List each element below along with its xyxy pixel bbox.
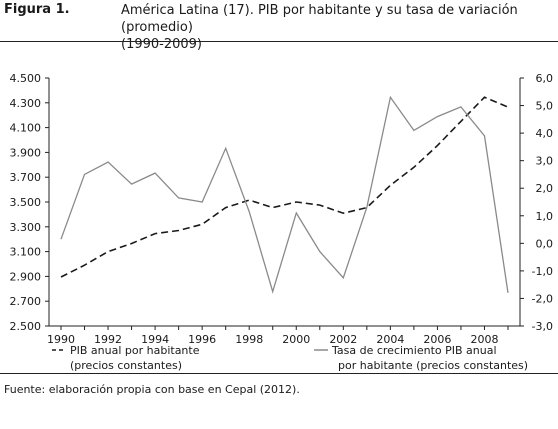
y-left-tick-label: 3.700 bbox=[10, 171, 42, 184]
y-right-tick-label: -1,0 bbox=[532, 265, 553, 278]
x-tick-label: 1994 bbox=[141, 333, 169, 346]
y-right-tick-label: -2,0 bbox=[532, 292, 553, 305]
y-left-tick-label: 3.900 bbox=[10, 146, 42, 159]
y-right-tick-label: 6,0 bbox=[536, 72, 554, 85]
y-left-tick-label: 4.100 bbox=[10, 122, 42, 135]
y-left-tick-label: 3.500 bbox=[10, 196, 42, 209]
legend-label-line-2: (precios constantes) bbox=[70, 359, 182, 372]
x-tick-label: 1990 bbox=[47, 333, 75, 346]
y-right-tick-label: 2,0 bbox=[536, 182, 554, 195]
x-tick-label: 2008 bbox=[470, 333, 498, 346]
x-tick-label: 2002 bbox=[329, 333, 357, 346]
y-left-tick-label: 2.900 bbox=[10, 270, 42, 283]
y-left-tick-label: 4.300 bbox=[10, 97, 42, 110]
figure-title-line-1: América Latina (17). PIB por habitante y… bbox=[121, 3, 518, 35]
bottom-rule bbox=[0, 373, 558, 374]
figure-label: Figura 1. bbox=[4, 2, 70, 17]
series-line-pib bbox=[60, 96, 509, 278]
series-line-tasa bbox=[60, 95, 509, 294]
y-right-tick-label: 4,0 bbox=[536, 127, 554, 140]
legend-label-line-2: por habitante (precios constantes) bbox=[338, 359, 528, 372]
x-tick-label: 2000 bbox=[282, 333, 310, 346]
legend-label: Tasa de crecimiento PIB anual bbox=[331, 344, 497, 357]
y-right-tick-label: 3,0 bbox=[536, 155, 554, 168]
y-left-tick-label: 2.700 bbox=[10, 295, 42, 308]
y-left-tick-label: 4.500 bbox=[10, 72, 42, 85]
x-tick-label: 1998 bbox=[235, 333, 263, 346]
y-right-tick-label: -3,0 bbox=[532, 320, 553, 333]
y-left-tick-label: 3.300 bbox=[10, 221, 42, 234]
source-note: Fuente: elaboración propia con base en C… bbox=[4, 383, 300, 396]
y-right-tick-label: 0,0 bbox=[536, 237, 554, 250]
y-right-tick-label: 1,0 bbox=[536, 210, 554, 223]
figure-title-line-2: (1990-2009) bbox=[121, 37, 203, 52]
top-rule bbox=[0, 41, 558, 42]
x-tick-label: 1992 bbox=[94, 333, 122, 346]
x-tick-label: 2004 bbox=[376, 333, 404, 346]
legend-label: PIB anual por habitante bbox=[70, 344, 200, 357]
x-tick-label: 2006 bbox=[423, 333, 451, 346]
x-tick-label: 1996 bbox=[188, 333, 216, 346]
y-left-tick-label: 2.500 bbox=[10, 320, 42, 333]
y-left-tick-label: 3.100 bbox=[10, 246, 42, 259]
figure-title: América Latina (17). PIB por habitante y… bbox=[121, 2, 553, 53]
y-right-tick-label: 5,0 bbox=[536, 100, 554, 113]
